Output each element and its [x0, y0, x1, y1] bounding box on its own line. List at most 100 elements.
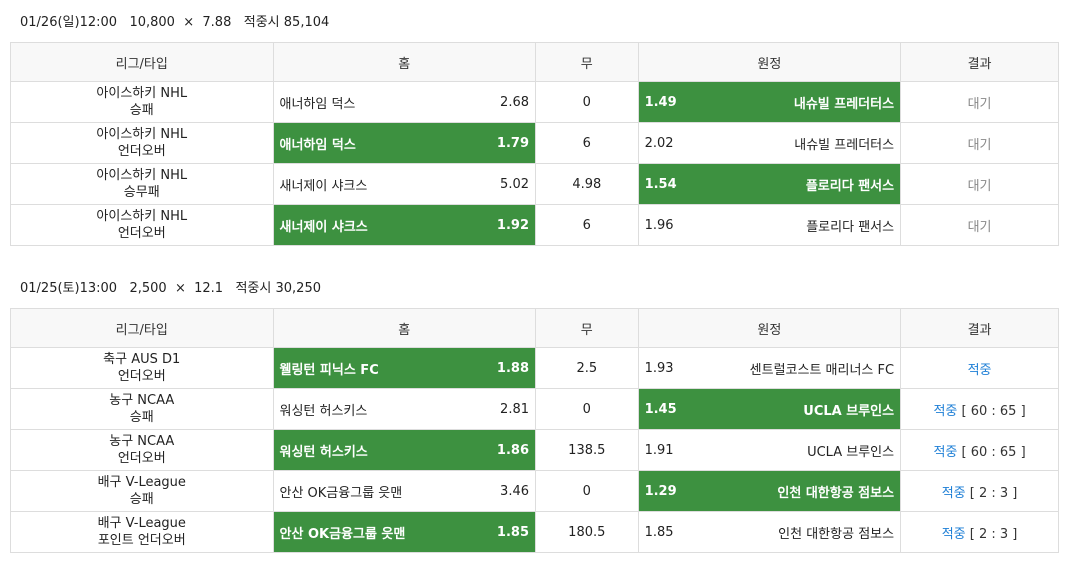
away-odds: 1.29 [644, 483, 677, 499]
slip-header: 01/26(일)12:00 10,800 × 7.88 적중시 85,104 [10, 12, 1059, 34]
home-cell[interactable]: 새너제이 샤크스 1.92 [272, 204, 536, 246]
home-cell[interactable]: 애너하임 덕스 2.68 [272, 81, 536, 123]
slip-stake: 10,800 [129, 15, 175, 30]
table-header-row: 리그/타입 홈 무 원정 결과 [10, 308, 1059, 348]
draw-cell[interactable]: 6 [535, 204, 639, 246]
away-pick[interactable]: 1.85 인천 대한항공 점보스 [639, 512, 901, 552]
home-team-name: 애너하임 덕스 [279, 96, 356, 112]
home-team-name: 안산 OK금융그룹 읏맨 [279, 526, 406, 542]
home-odds: 3.46 [500, 483, 529, 499]
column-header-result: 결과 [900, 42, 1059, 82]
league-name: 농구 NCAA [109, 434, 175, 449]
draw-cell[interactable]: 6 [535, 122, 639, 164]
away-pick-selected[interactable]: 1.45 UCLA 브루인스 [638, 389, 901, 429]
home-cell[interactable]: 웰링턴 피닉스 FC 1.88 [272, 347, 536, 389]
home-cell[interactable]: 안산 OK금융그룹 읏맨 3.46 [272, 470, 536, 512]
home-cell[interactable]: 애너하임 덕스 1.79 [272, 122, 536, 164]
league-name: 아이스하키 NHL [96, 127, 188, 142]
draw-cell[interactable]: 2.5 [535, 347, 639, 389]
away-odds: 2.02 [644, 135, 674, 151]
away-pick[interactable]: 1.91 UCLA 브루인스 [639, 430, 901, 470]
home-pick-selected[interactable]: 새너제이 샤크스 1.92 [273, 205, 535, 245]
result-status: 대기 [967, 178, 992, 194]
bet-type: 언더오버 [117, 144, 166, 159]
away-pick[interactable]: 2.02 내슈빌 프레더터스 [639, 123, 901, 163]
home-team-name: 새너제이 샤크스 [279, 219, 368, 235]
home-pick[interactable]: 안산 OK금융그룹 읏맨 3.46 [274, 471, 536, 511]
home-team-name: 워싱턴 허스키스 [279, 444, 368, 460]
result-status: 적중 [933, 403, 958, 419]
away-pick-selected[interactable]: 1.54 플로리다 팬서스 [638, 164, 901, 204]
result-status: 대기 [967, 137, 992, 153]
home-team-name: 워싱턴 허스키스 [279, 403, 368, 419]
result-cell: 대기 [900, 163, 1059, 205]
home-team-name: 새너제이 샤크스 [279, 178, 368, 194]
home-odds: 1.79 [496, 135, 529, 151]
bet-slip-2: 01/25(토)13:00 2,500 × 12.1 적중시 30,250 리그… [10, 278, 1059, 553]
away-pick[interactable]: 1.96 플로리다 팬서스 [639, 205, 901, 245]
away-odds: 1.54 [644, 176, 677, 192]
draw-cell[interactable]: 0 [535, 470, 639, 512]
home-cell[interactable]: 안산 OK금융그룹 읏맨 1.85 [272, 511, 536, 553]
home-cell[interactable]: 워싱턴 허스키스 2.81 [272, 388, 536, 430]
draw-cell[interactable]: 138.5 [535, 429, 639, 471]
home-pick-selected[interactable]: 안산 OK금융그룹 읏맨 1.85 [273, 512, 535, 552]
home-pick-selected[interactable]: 애너하임 덕스 1.79 [273, 123, 535, 163]
result-score: [ 60 : 65 ] [961, 444, 1026, 460]
slip-header: 01/25(토)13:00 2,500 × 12.1 적중시 30,250 [10, 278, 1059, 300]
away-cell[interactable]: 1.54 플로리다 팬서스 [637, 163, 902, 205]
league-cell: 농구 NCAA 승패 [10, 388, 274, 430]
home-pick[interactable]: 애너하임 덕스 2.68 [274, 82, 536, 122]
draw-cell[interactable]: 4.98 [535, 163, 639, 205]
league-name: 농구 NCAA [109, 393, 175, 408]
home-pick-selected[interactable]: 워싱턴 허스키스 1.86 [273, 430, 535, 470]
league-cell: 아이스하키 NHL 승패 [10, 81, 274, 123]
bet-type: 승패 [129, 103, 154, 118]
home-pick[interactable]: 워싱턴 허스키스 2.81 [274, 389, 536, 429]
league-name: 축구 AUS D1 [103, 352, 181, 367]
result-score: [ 60 : 65 ] [961, 403, 1026, 419]
away-cell[interactable]: 1.49 내슈빌 프레더터스 [637, 81, 902, 123]
league-name: 아이스하키 NHL [96, 209, 188, 224]
slip-datetime: 01/25(토)13:00 [20, 281, 118, 296]
home-pick[interactable]: 새너제이 샤크스 5.02 [274, 164, 536, 204]
home-cell[interactable]: 워싱턴 허스키스 1.86 [272, 429, 536, 471]
away-cell[interactable]: 1.91 UCLA 브루인스 [637, 429, 902, 471]
away-cell[interactable]: 1.29 인천 대한항공 점보스 [637, 470, 902, 512]
away-cell[interactable]: 1.93 센트럴코스트 매리너스 FC [637, 347, 902, 389]
result-status: 적중 [941, 485, 966, 501]
bet-type: 포인트 언더오버 [97, 533, 186, 548]
away-odds: 1.91 [644, 442, 674, 458]
column-header-away: 원정 [637, 42, 902, 82]
away-cell[interactable]: 1.45 UCLA 브루인스 [637, 388, 902, 430]
table-row: 아이스하키 NHL 언더오버 새너제이 샤크스 1.92 6 1.96 플로리다 팬서스 대기 [10, 204, 1059, 246]
result-cell: 적중 [ 60 : 65 ] [900, 388, 1059, 430]
away-cell[interactable]: 2.02 내슈빌 프레더터스 [637, 122, 902, 164]
away-pick-selected[interactable]: 1.29 인천 대한항공 점보스 [638, 471, 901, 511]
away-pick-selected[interactable]: 1.49 내슈빌 프레더터스 [638, 82, 901, 122]
bets-table-body: 축구 AUS D1 언더오버 웰링턴 피닉스 FC 1.88 2.5 1.93 센트럴코스트… [10, 347, 1059, 553]
bets-table-body: 아이스하키 NHL 승패 애너하임 덕스 2.68 0 1.49 내슈빌 프레더터스 대기 아이… [10, 81, 1059, 246]
result-status: 대기 [967, 96, 992, 112]
slip-total-odds: 7.88 [202, 15, 232, 30]
away-team-name: 내슈빌 프레더터스 [793, 96, 895, 112]
slip-stake: 2,500 [129, 281, 167, 296]
away-cell[interactable]: 1.85 인천 대한항공 점보스 [637, 511, 902, 553]
result-status: 적중 [941, 526, 966, 542]
away-pick[interactable]: 1.93 센트럴코스트 매리너스 FC [639, 348, 901, 388]
home-cell[interactable]: 새너제이 샤크스 5.02 [272, 163, 536, 205]
result-score: [ 2 : 3 ] [969, 526, 1018, 542]
column-header-league: 리그/타입 [10, 42, 274, 82]
home-team-name: 안산 OK금융그룹 읏맨 [279, 485, 403, 501]
home-pick-selected[interactable]: 웰링턴 피닉스 FC 1.88 [273, 348, 535, 388]
result-status: 적중 [967, 362, 992, 378]
slip-payout: 85,104 [283, 15, 330, 30]
home-odds: 1.88 [496, 360, 529, 376]
league-cell: 농구 NCAA 언더오버 [10, 429, 274, 471]
away-team-name: 내슈빌 프레더터스 [794, 137, 895, 153]
away-cell[interactable]: 1.96 플로리다 팬서스 [637, 204, 902, 246]
draw-cell[interactable]: 180.5 [535, 511, 639, 553]
draw-cell[interactable]: 0 [535, 81, 639, 123]
draw-cell[interactable]: 0 [535, 388, 639, 430]
home-team-name: 웰링턴 피닉스 FC [279, 362, 379, 378]
